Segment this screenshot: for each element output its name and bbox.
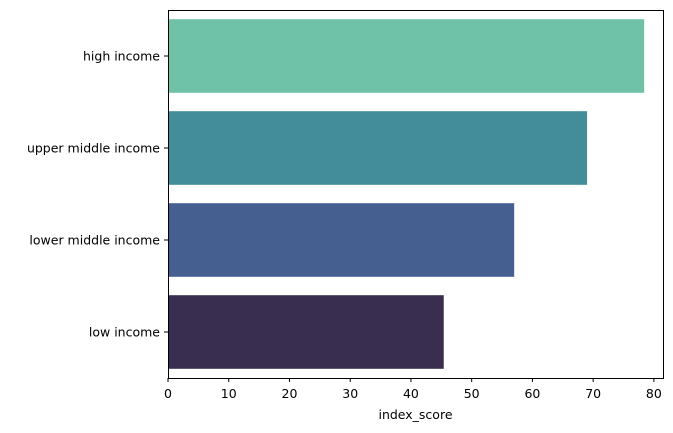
y-axis-ticks: high income upper middle income lower midd… (27, 49, 168, 340)
x-tick-label: 40 (403, 386, 419, 401)
x-tick-label: 10 (221, 386, 237, 401)
y-tick-label: lower middle income (29, 233, 160, 248)
y-tick-label: high income (83, 49, 160, 64)
x-tick-label: 70 (585, 386, 601, 401)
x-axis-label: index_score (378, 407, 452, 422)
bars-group (168, 19, 645, 369)
y-tick-label: upper middle income (27, 141, 160, 156)
x-tick-label: 0 (164, 386, 172, 401)
x-tick-label: 20 (282, 386, 298, 401)
plot-frame (168, 10, 664, 379)
x-tick-label: 30 (342, 386, 358, 401)
bar-high-income (168, 19, 645, 93)
x-axis-ticks: 0 10 20 30 40 50 60 70 80 (164, 378, 662, 401)
x-tick-label: 80 (646, 386, 662, 401)
bar-upper-middle-income (168, 111, 588, 185)
x-tick-label: 50 (464, 386, 480, 401)
y-tick-label: low income (89, 325, 160, 340)
bar-lower-middle-income (168, 203, 515, 277)
bar-low-income (168, 295, 444, 369)
x-tick-label: 60 (524, 386, 540, 401)
